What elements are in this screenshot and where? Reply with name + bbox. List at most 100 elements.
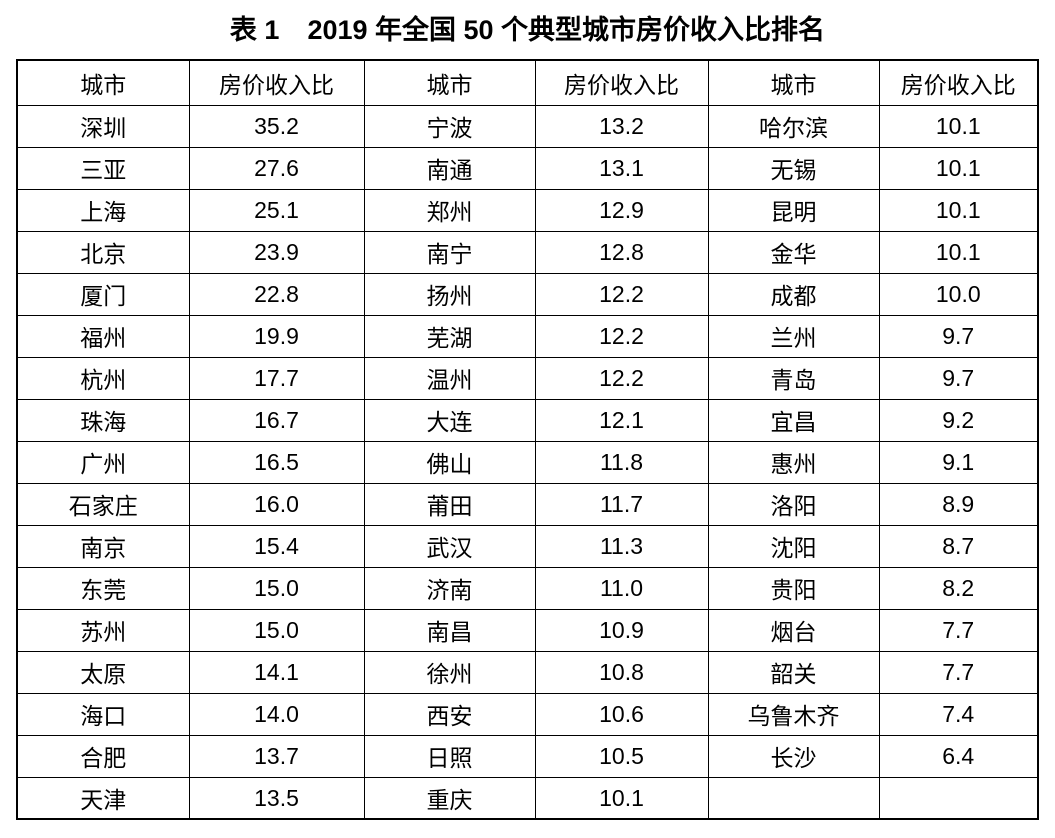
- city-cell: 珠海: [16, 398, 190, 442]
- city-cell: 无锡: [707, 146, 880, 190]
- table-row: 海口 14.0 西安 10.6 乌鲁木齐 7.4: [16, 692, 1039, 736]
- city-cell: 金华: [707, 230, 880, 274]
- ratio-cell: 6.4: [878, 734, 1039, 778]
- city-cell: 北京: [16, 230, 190, 274]
- table-title: 表 1 2019 年全国 50 个典型城市房价收入比排名: [0, 14, 1055, 46]
- ratio-cell: 14.0: [188, 692, 365, 736]
- table-row: 厦门 22.8 扬州 12.2 成都 10.0: [16, 272, 1039, 316]
- city-cell: 大连: [363, 398, 536, 442]
- city-cell: 洛阳: [707, 482, 880, 526]
- table-row: 天津 13.5 重庆 10.1: [16, 776, 1039, 820]
- header-ratio-3: 房价收入比: [878, 59, 1039, 106]
- ratio-cell: 16.0: [188, 482, 365, 526]
- city-cell: 哈尔滨: [707, 104, 880, 148]
- city-cell: 兰州: [707, 314, 880, 358]
- ratio-cell: 7.7: [878, 608, 1039, 652]
- ratio-cell: 14.1: [188, 650, 365, 694]
- city-cell: 长沙: [707, 734, 880, 778]
- city-cell: 三亚: [16, 146, 190, 190]
- ratio-cell: 11.7: [534, 482, 709, 526]
- city-cell: 西安: [363, 692, 536, 736]
- ratio-cell: 10.1: [878, 146, 1039, 190]
- ratio-cell: 9.1: [878, 440, 1039, 484]
- table-row: 南京 15.4 武汉 11.3 沈阳 8.7: [16, 524, 1039, 568]
- city-cell: 佛山: [363, 440, 536, 484]
- ratio-cell: 15.4: [188, 524, 365, 568]
- ratio-cell: 13.1: [534, 146, 709, 190]
- ratio-cell: 10.0: [878, 272, 1039, 316]
- city-cell: 南昌: [363, 608, 536, 652]
- table-row: 北京 23.9 南宁 12.8 金华 10.1: [16, 230, 1039, 274]
- city-cell: 韶关: [707, 650, 880, 694]
- city-cell: 武汉: [363, 524, 536, 568]
- city-cell: 青岛: [707, 356, 880, 400]
- ratio-cell: 7.4: [878, 692, 1039, 736]
- table-body: 深圳 35.2 宁波 13.2 哈尔滨 10.1 三亚 27.6 南通 13.1 无锡 10.1 上海 2…: [16, 104, 1039, 820]
- ratio-cell: 12.1: [534, 398, 709, 442]
- city-cell: 贵阳: [707, 566, 880, 610]
- table-row: 合肥 13.7 日照 10.5 长沙 6.4: [16, 734, 1039, 778]
- ratio-cell: 15.0: [188, 608, 365, 652]
- city-cell: 芜湖: [363, 314, 536, 358]
- ratio-cell: 12.2: [534, 272, 709, 316]
- city-cell: 惠州: [707, 440, 880, 484]
- ratio-cell: 12.2: [534, 356, 709, 400]
- ratio-cell: 35.2: [188, 104, 365, 148]
- table-row: 珠海 16.7 大连 12.1 宜昌 9.2: [16, 398, 1039, 442]
- table-header-row: 城市 房价收入比 城市 房价收入比 城市 房价收入比: [16, 59, 1039, 106]
- ratio-cell: 9.7: [878, 356, 1039, 400]
- city-cell: 南宁: [363, 230, 536, 274]
- ratio-cell: 10.1: [878, 104, 1039, 148]
- ratio-cell: 10.9: [534, 608, 709, 652]
- city-cell: 宁波: [363, 104, 536, 148]
- ratio-cell: 25.1: [188, 188, 365, 232]
- table-row: 东莞 15.0 济南 11.0 贵阳 8.2: [16, 566, 1039, 610]
- price-income-ratio-table: 城市 房价收入比 城市 房价收入比 城市 房价收入比 深圳 35.2 宁波 13.2 哈…: [16, 59, 1039, 821]
- city-cell: 石家庄: [16, 482, 190, 526]
- ratio-cell: 10.5: [534, 734, 709, 778]
- city-cell: 南通: [363, 146, 536, 190]
- ratio-cell: 9.2: [878, 398, 1039, 442]
- city-cell: 深圳: [16, 104, 190, 148]
- ratio-cell: 10.1: [878, 230, 1039, 274]
- table-row: 苏州 15.0 南昌 10.9 烟台 7.7: [16, 608, 1039, 652]
- ratio-cell: 9.7: [878, 314, 1039, 358]
- city-cell: 苏州: [16, 608, 190, 652]
- city-cell: 厦门: [16, 272, 190, 316]
- city-cell: 南京: [16, 524, 190, 568]
- city-cell: 成都: [707, 272, 880, 316]
- ratio-cell: 11.8: [534, 440, 709, 484]
- table-header: 城市 房价收入比 城市 房价收入比 城市 房价收入比: [16, 59, 1039, 106]
- table-row: 三亚 27.6 南通 13.1 无锡 10.1: [16, 146, 1039, 190]
- city-cell: 烟台: [707, 608, 880, 652]
- city-cell: 乌鲁木齐: [707, 692, 880, 736]
- city-cell: 昆明: [707, 188, 880, 232]
- city-cell: 东莞: [16, 566, 190, 610]
- ratio-cell: 8.9: [878, 482, 1039, 526]
- city-cell: 宜昌: [707, 398, 880, 442]
- ratio-cell: 12.2: [534, 314, 709, 358]
- table-row: 上海 25.1 郑州 12.9 昆明 10.1: [16, 188, 1039, 232]
- table-title-text: 2019 年全国 50 个典型城市房价收入比排名: [307, 15, 826, 45]
- ratio-cell: 19.9: [188, 314, 365, 358]
- ratio-cell: 10.1: [534, 776, 709, 820]
- ratio-cell: 10.6: [534, 692, 709, 736]
- table-title-label: 表 1: [229, 15, 280, 45]
- ratio-cell: 10.1: [878, 188, 1039, 232]
- ratio-cell: 15.0: [188, 566, 365, 610]
- ratio-cell: 13.5: [188, 776, 365, 820]
- ratio-cell: 8.2: [878, 566, 1039, 610]
- city-cell: 太原: [16, 650, 190, 694]
- ratio-cell: 16.5: [188, 440, 365, 484]
- city-cell: 莆田: [363, 482, 536, 526]
- table-row: 太原 14.1 徐州 10.8 韶关 7.7: [16, 650, 1039, 694]
- city-cell: 郑州: [363, 188, 536, 232]
- city-cell: 广州: [16, 440, 190, 484]
- table-row: 福州 19.9 芜湖 12.2 兰州 9.7: [16, 314, 1039, 358]
- city-cell: [707, 776, 880, 820]
- city-cell: 扬州: [363, 272, 536, 316]
- city-cell: 温州: [363, 356, 536, 400]
- city-cell: 徐州: [363, 650, 536, 694]
- ratio-cell: 22.8: [188, 272, 365, 316]
